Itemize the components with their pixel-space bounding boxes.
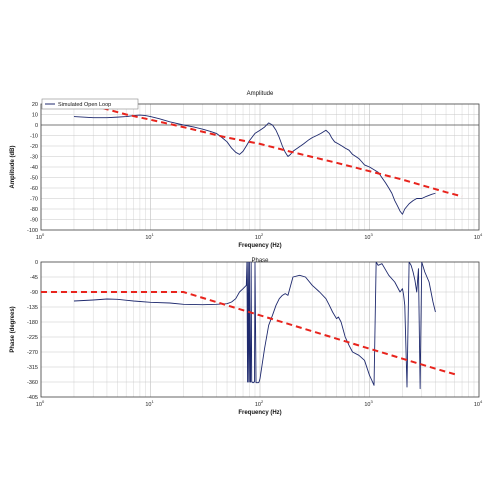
phase-ytick-label: -90 bbox=[30, 290, 38, 296]
amplitude-ytick-label: 10 bbox=[32, 113, 38, 119]
phase-series-simulated-line bbox=[73, 262, 436, 390]
amplitude-legend-entry: Simulated Open Loop bbox=[58, 102, 111, 108]
amplitude-ytick-label: -20 bbox=[30, 144, 38, 150]
amplitude-ytick-label: -100 bbox=[27, 228, 38, 234]
amplitude-ytick-label: 20 bbox=[32, 102, 38, 108]
amplitude-ytick-label: 0 bbox=[35, 123, 38, 129]
phase-axes-frame bbox=[40, 261, 480, 398]
phase-ytick-label: -315 bbox=[27, 365, 38, 371]
amplitude-ytick-label: -10 bbox=[30, 134, 38, 140]
amplitude-ylabel: Amplitude (dB) bbox=[10, 146, 16, 189]
amplitude-axes-frame bbox=[40, 103, 480, 231]
amplitude-series-simulated-line bbox=[73, 114, 436, 215]
amplitude-ytick-label: -90 bbox=[30, 218, 38, 224]
phase-ylabel: Phase (degrees) bbox=[10, 306, 16, 352]
phase-ytick-label: -270 bbox=[27, 350, 38, 356]
amplitude-ytick-label: -50 bbox=[30, 176, 38, 182]
amplitude-ytick-label: -40 bbox=[30, 165, 38, 171]
phase-series-asymptote-line bbox=[41, 291, 459, 377]
amplitude-ytick-label: -80 bbox=[30, 207, 38, 213]
amplitude-plot: 20100-10-20-30-40-50-60-70-80-90-1001001… bbox=[10, 91, 483, 249]
phase-ytick-label: -180 bbox=[27, 320, 38, 326]
phase-ytick-label: -405 bbox=[27, 395, 38, 401]
phase-xtick-label: 102 bbox=[255, 399, 264, 408]
phase-xlabel: Frequency (Hz) bbox=[238, 410, 281, 416]
amplitude-xtick-label: 100 bbox=[36, 232, 45, 241]
amplitude-xlabel: Frequency (Hz) bbox=[238, 243, 281, 249]
amplitude-ytick-label: -30 bbox=[30, 155, 38, 161]
amplitude-ytick-label: -60 bbox=[30, 186, 38, 192]
phase-xtick-label: 100 bbox=[36, 399, 45, 408]
phase-title: Phase bbox=[251, 258, 269, 264]
phase-ytick-label: -45 bbox=[30, 275, 38, 281]
amplitude-xtick-label: 101 bbox=[145, 232, 154, 241]
phase-xtick-label: 103 bbox=[364, 399, 373, 408]
amplitude-xtick-label: 104 bbox=[474, 232, 483, 241]
amplitude-series-asymptote-line bbox=[92, 104, 463, 198]
amplitude-xtick-label: 102 bbox=[255, 232, 264, 241]
phase-xtick-label: 101 bbox=[145, 399, 154, 408]
phase-ytick-label: -135 bbox=[27, 305, 38, 311]
phase-ytick-label: -225 bbox=[27, 335, 38, 341]
amplitude-ytick-label: -70 bbox=[30, 197, 38, 203]
amplitude-legend: Simulated Open Loop bbox=[41, 98, 139, 110]
amplitude-title: Amplitude bbox=[247, 91, 274, 97]
amplitude-xtick-label: 103 bbox=[364, 232, 373, 241]
phase-xtick-label: 104 bbox=[474, 399, 483, 408]
phase-ytick-label: -360 bbox=[27, 380, 38, 386]
phase-ytick-label: 0 bbox=[35, 260, 38, 266]
